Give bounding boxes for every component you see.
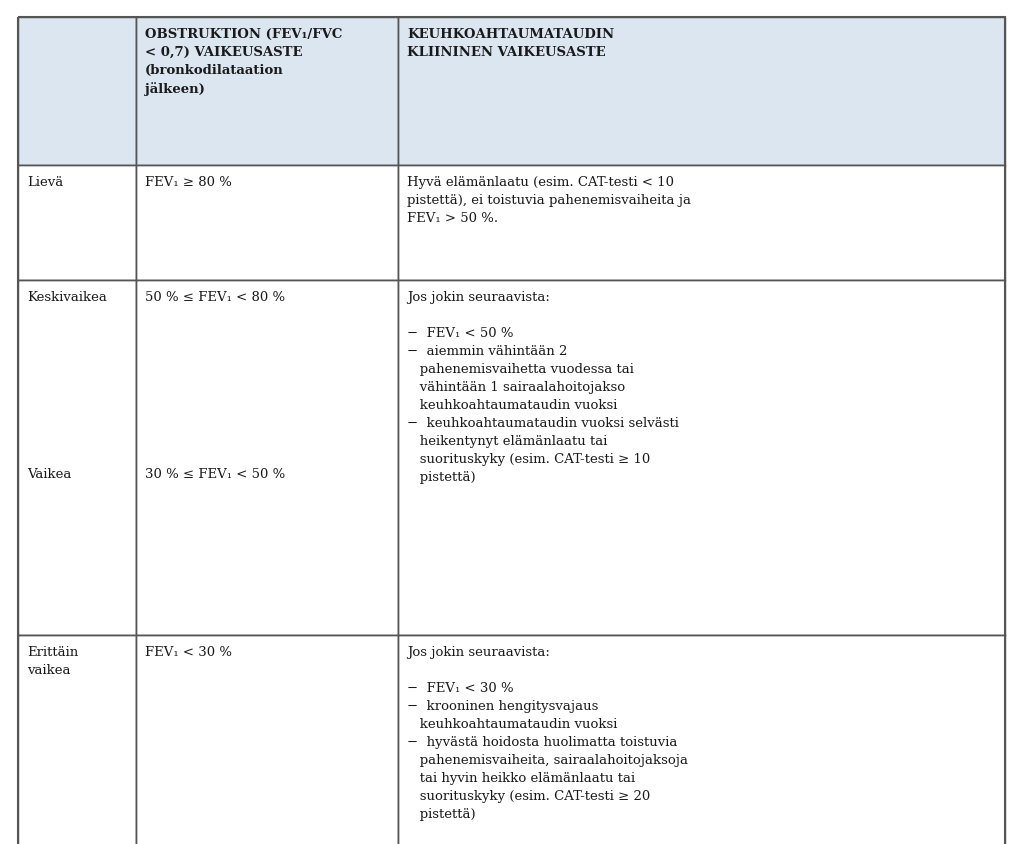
Text: FEV₁ < 30 %: FEV₁ < 30 % [145, 645, 232, 658]
Text: OBSTRUKTION (FEV₁/FVC
< 0,7) VAIKEUSASTE
(bronkodilataation
jälkeen): OBSTRUKTION (FEV₁/FVC < 0,7) VAIKEUSASTE… [145, 28, 343, 96]
Bar [398, 281, 1005, 636]
Bar [18, 281, 136, 636]
Bar [398, 18, 1005, 165]
Text: Keskivaikea: Keskivaikea [27, 290, 106, 304]
Text: 30 % ≤ FEV₁ < 50 %: 30 % ≤ FEV₁ < 50 % [145, 468, 285, 481]
Bar [18, 18, 136, 165]
Bar [136, 281, 398, 636]
Text: Jos jokin seuraavista:

−  FEV₁ < 30 %
−  krooninen hengitysvajaus
   keuhkoahta: Jos jokin seuraavista: − FEV₁ < 30 % − k… [407, 645, 688, 820]
Bar [136, 18, 398, 165]
Text: 50 % ≤ FEV₁ < 80 %: 50 % ≤ FEV₁ < 80 % [145, 290, 285, 304]
Bar [136, 636, 398, 844]
Bar [398, 165, 1005, 281]
Bar [136, 165, 398, 281]
Text: Lievä: Lievä [27, 176, 63, 189]
Bar [18, 636, 136, 844]
Text: Vaikea: Vaikea [27, 468, 72, 481]
Text: Jos jokin seuraavista:

−  FEV₁ < 50 %
−  aiemmin vähintään 2
   pahenemisvaihet: Jos jokin seuraavista: − FEV₁ < 50 % − a… [407, 290, 679, 484]
Text: FEV₁ ≥ 80 %: FEV₁ ≥ 80 % [145, 176, 232, 189]
Bar [398, 636, 1005, 844]
Text: Hyvä elämänlaatu (esim. CAT-testi < 10
pistettä), ei toistuvia pahenemisvaiheita: Hyvä elämänlaatu (esim. CAT-testi < 10 p… [407, 176, 691, 225]
Text: KEUHKOAHTAUMATAUDIN
KLIININEN VAIKEUSASTE: KEUHKOAHTAUMATAUDIN KLIININEN VAIKEUSAST… [407, 28, 614, 59]
Bar [18, 165, 136, 281]
Text: Erittäin
vaikea: Erittäin vaikea [27, 645, 78, 676]
